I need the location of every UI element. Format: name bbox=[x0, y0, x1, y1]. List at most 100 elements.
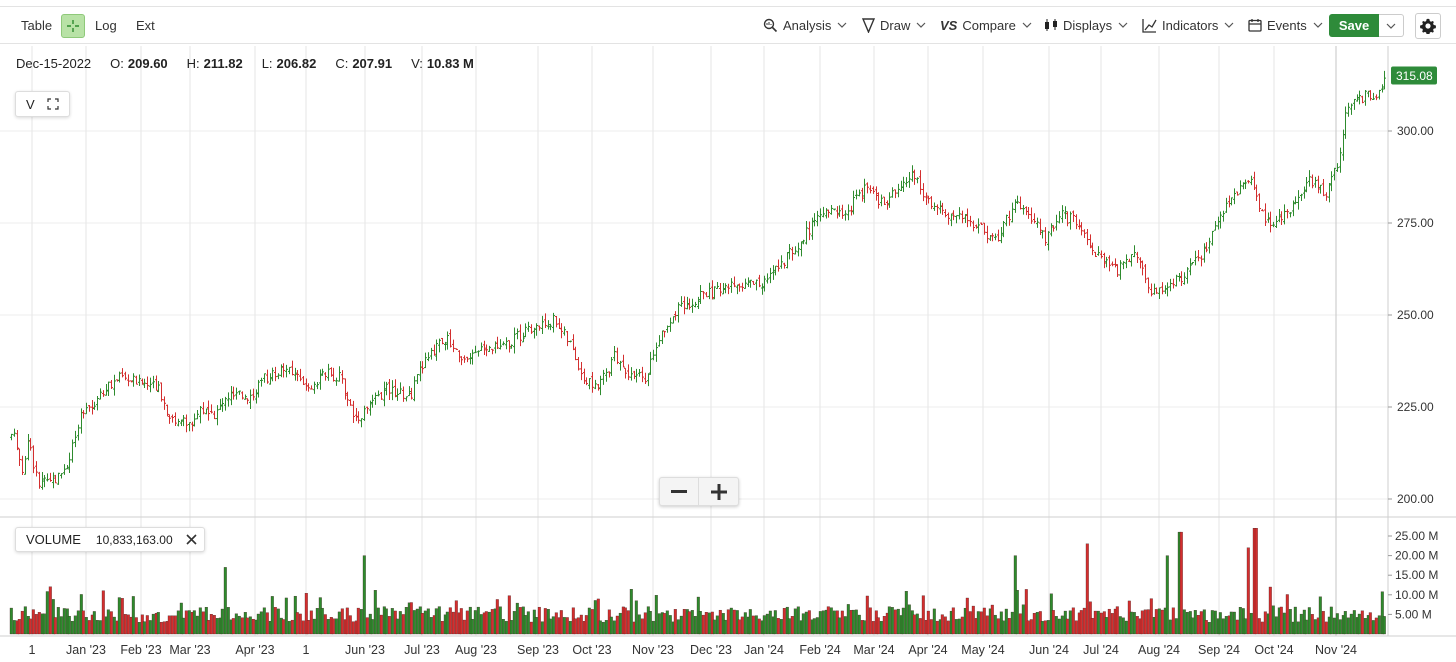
volume-bar bbox=[851, 609, 855, 635]
price-candle bbox=[544, 313, 547, 329]
volume-bar bbox=[223, 567, 227, 635]
x-tick-label: 1 bbox=[303, 643, 310, 657]
save-label: Save bbox=[1338, 18, 1370, 33]
volume-bar bbox=[167, 615, 171, 635]
volume-bar bbox=[181, 617, 185, 635]
volume-bar bbox=[796, 606, 800, 635]
close-icon[interactable] bbox=[186, 534, 197, 545]
price-candle bbox=[496, 336, 499, 349]
price-candle bbox=[800, 241, 803, 257]
compare-menu[interactable]: VS Compare bbox=[940, 7, 1032, 43]
save-options-button[interactable] bbox=[1379, 14, 1404, 37]
volume-bar bbox=[1271, 605, 1275, 635]
price-candle bbox=[483, 340, 486, 355]
price-tick-label: 300.00 bbox=[1397, 124, 1434, 138]
price-candle bbox=[888, 192, 891, 208]
volume-bar bbox=[1207, 622, 1211, 635]
price-candle bbox=[360, 418, 363, 428]
compare-icon: VS bbox=[940, 17, 958, 33]
volume-bar bbox=[907, 604, 911, 635]
price-candle bbox=[63, 464, 66, 475]
crosshair-button[interactable] bbox=[61, 14, 85, 38]
volume-bar bbox=[821, 610, 825, 635]
volume-bar bbox=[501, 619, 505, 635]
volume-bar bbox=[348, 615, 352, 635]
price-candle bbox=[299, 368, 302, 382]
indicators-menu[interactable]: Indicators bbox=[1142, 7, 1234, 43]
price-candle bbox=[191, 421, 194, 432]
displays-menu[interactable]: Displays bbox=[1044, 7, 1128, 43]
price-candle bbox=[1114, 258, 1117, 268]
volume-bar bbox=[954, 619, 958, 635]
price-candle bbox=[18, 448, 21, 466]
price-candle bbox=[802, 239, 805, 245]
price-candle bbox=[786, 252, 789, 269]
price-candle bbox=[1108, 255, 1111, 272]
price-candle bbox=[1136, 251, 1139, 263]
zoom-in-button[interactable] bbox=[699, 478, 738, 505]
price-candle bbox=[572, 334, 575, 351]
price-candle bbox=[699, 285, 702, 305]
price-candle bbox=[847, 204, 850, 221]
x-tick-label: Jul '23 bbox=[404, 643, 440, 657]
volume-bar bbox=[687, 611, 691, 635]
volume-bar bbox=[1382, 616, 1386, 635]
price-candle bbox=[1378, 89, 1381, 100]
price-candle bbox=[836, 206, 839, 219]
volume-bar bbox=[1232, 611, 1236, 635]
ohlc-date: Dec-15-2022 bbox=[16, 56, 92, 71]
price-candle bbox=[185, 414, 188, 433]
volume-bar bbox=[1363, 618, 1367, 635]
save-button[interactable]: Save bbox=[1329, 14, 1379, 37]
price-candle bbox=[1272, 221, 1275, 228]
volume-bar bbox=[45, 591, 49, 635]
price-candle bbox=[216, 405, 219, 426]
price-candle bbox=[213, 410, 216, 420]
price-candle bbox=[502, 341, 505, 346]
price-candle bbox=[1016, 195, 1019, 204]
price-candle bbox=[1286, 209, 1289, 219]
volume-bar bbox=[1235, 619, 1239, 635]
price-candle bbox=[616, 347, 619, 365]
ext-toggle[interactable]: Ext bbox=[136, 7, 155, 43]
settings-button[interactable] bbox=[1415, 13, 1441, 39]
volume-bar bbox=[1360, 610, 1364, 635]
table-toggle[interactable]: Table bbox=[21, 7, 52, 43]
zoom-out-button[interactable] bbox=[660, 478, 700, 505]
price-candle bbox=[975, 224, 978, 229]
volume-bar bbox=[390, 608, 394, 635]
price-candle bbox=[505, 337, 508, 350]
price-candle bbox=[1294, 196, 1297, 205]
x-tick-label: Jun '24 bbox=[1029, 643, 1069, 657]
study-legend[interactable]: V bbox=[15, 91, 70, 117]
price-candle bbox=[371, 394, 374, 408]
volume-bar bbox=[192, 610, 196, 635]
x-tick-label: Dec '23 bbox=[690, 643, 732, 657]
volume-bar bbox=[1190, 617, 1194, 635]
volume-bar bbox=[120, 598, 124, 635]
analysis-menu[interactable]: Analysis bbox=[763, 7, 847, 43]
price-candle bbox=[711, 280, 714, 300]
log-toggle[interactable]: Log bbox=[95, 7, 117, 43]
events-menu[interactable]: Events bbox=[1248, 7, 1323, 43]
volume-bar bbox=[1357, 613, 1361, 635]
volume-bar bbox=[459, 608, 463, 635]
draw-menu[interactable]: Draw bbox=[862, 7, 926, 43]
volume-bar bbox=[996, 618, 1000, 635]
price-candle bbox=[1030, 207, 1033, 224]
volume-bar bbox=[17, 619, 21, 635]
price-candle bbox=[983, 222, 986, 235]
volume-bar bbox=[137, 622, 141, 635]
price-candle bbox=[82, 410, 85, 419]
x-tick-label: Jan '24 bbox=[744, 643, 784, 657]
volume-bar bbox=[1154, 609, 1158, 635]
price-tick-label: 275.00 bbox=[1397, 216, 1434, 230]
volume-bar bbox=[1146, 609, 1150, 635]
expand-icon[interactable] bbox=[47, 98, 59, 110]
price-candle bbox=[246, 398, 249, 405]
price-candle bbox=[1369, 90, 1372, 101]
volume-bar bbox=[201, 611, 205, 635]
x-tick-label: Apr '24 bbox=[908, 643, 947, 657]
price-candle bbox=[149, 377, 152, 393]
